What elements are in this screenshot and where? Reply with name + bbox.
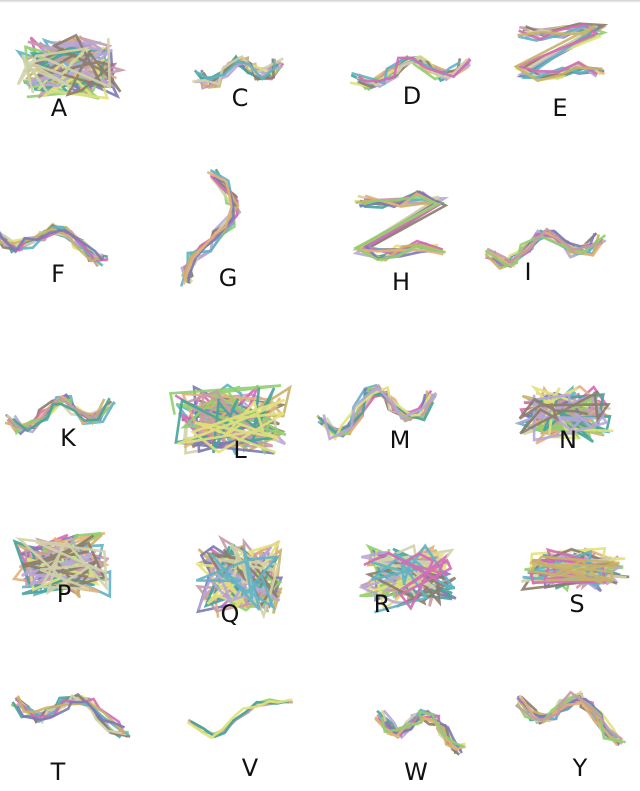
structure-ensemble-w [374,708,466,756]
backbone-trace [0,229,109,262]
backbone-trace [353,195,446,262]
structure-ensemble-p [11,531,112,599]
panel-label-c: C [231,84,249,112]
backbone-trace [518,390,611,435]
backbone-trace [174,387,276,454]
structure-ensemble-v [186,698,293,740]
structure-ensemble-f [0,222,109,268]
backbone-trace [16,695,126,735]
structure-ensemble-h [351,190,450,263]
structure-ensemble-y [514,690,626,747]
panel-i: I [480,158,640,316]
panel-label-q: Q [220,600,240,628]
panel-label-t: T [50,758,66,786]
structure-ensemble-s [520,546,630,593]
panel-d: D [320,0,480,158]
backbone-trace [12,397,111,433]
panel-c: C [160,0,320,158]
backbone-trace [186,698,293,740]
panel-label-d: D [402,82,422,110]
structure-ensemble-a [14,33,127,100]
backbone-trace [529,384,606,445]
structure-ensemble-c [192,54,285,90]
backbone-trace [205,546,279,610]
backbone-trace [15,537,109,596]
backbone-trace [196,546,281,612]
panel-label-e: E [552,94,568,122]
backbone-trace [15,700,126,729]
structure-ensemble-t [10,692,131,739]
panel-m: M [316,316,480,474]
panel-label-v: V [241,754,259,782]
backbone-trace [195,58,276,81]
backbone-trace [357,56,472,83]
top-edge-shadow [0,0,640,3]
backbone-trace [190,699,290,739]
panel-g: G [160,158,320,316]
structure-ensemble-e [513,22,609,83]
panel-label-n: N [559,426,577,454]
structure-ensemble-g [179,168,242,287]
panel-label-f: F [51,260,65,288]
panel-k: K [0,316,160,474]
backbone-trace [363,551,453,611]
panel-label-r: R [373,590,391,618]
panel-t: T [0,632,160,790]
backbone-trace [514,23,599,76]
panel-e: E [480,0,640,158]
backbone-trace [16,38,112,95]
structure-ensemble-m [316,383,438,441]
structure-ensemble-q [194,534,284,620]
panel-label-h: H [391,268,411,296]
panel-p: P [0,474,160,632]
backbone-trace [369,543,456,614]
structure-ensemble-n [514,384,614,445]
panel-v: V [160,632,320,790]
panel-label-s: S [569,590,585,618]
backbone-trace [514,690,624,741]
backbone-trace [486,227,603,264]
backbone-trace [6,396,107,430]
structure-ensemble-i [484,227,607,271]
backbone-trace [187,700,293,738]
panel-y: Y [480,632,640,790]
panel-a: A [0,0,160,158]
backbone-trace [527,555,620,585]
panel-label-a: A [50,94,68,122]
backbone-trace [317,392,435,434]
backbone-trace [0,228,104,262]
backbone-trace [322,386,438,441]
panel-r: R [320,474,480,632]
backbone-trace [182,170,233,285]
structure-ensemble-d [349,54,472,92]
structure-ensemble-k [4,393,117,436]
panel-h: H [320,158,480,316]
backbone-trace [485,230,605,269]
panel-f: F [0,158,160,316]
panel-w: W [320,632,480,790]
backbone-trace [177,398,286,454]
backbone-trace [29,33,122,97]
panel-label-y: Y [572,754,588,782]
panel-label-g: G [218,264,238,292]
panel-s: S [480,474,640,632]
panel-label-p: P [56,580,72,608]
panel-n: N [480,316,640,474]
backbone-trace [484,234,607,268]
backbone-trace [513,24,603,83]
panel-label-i: I [524,258,532,286]
backbone-trace [192,55,284,86]
panel-label-m: M [389,426,411,454]
backbone-trace [195,546,280,611]
panel-label-w: W [404,758,428,786]
backbone-trace [380,710,466,749]
panel-q: Q [160,474,320,632]
panel-label-l: L [233,436,247,464]
panel-l: L [160,316,320,474]
panel-label-k: K [60,424,76,452]
structure-ensemble-r [358,543,457,614]
structure-ensemble-l [168,383,292,456]
backbone-trace [516,393,609,442]
